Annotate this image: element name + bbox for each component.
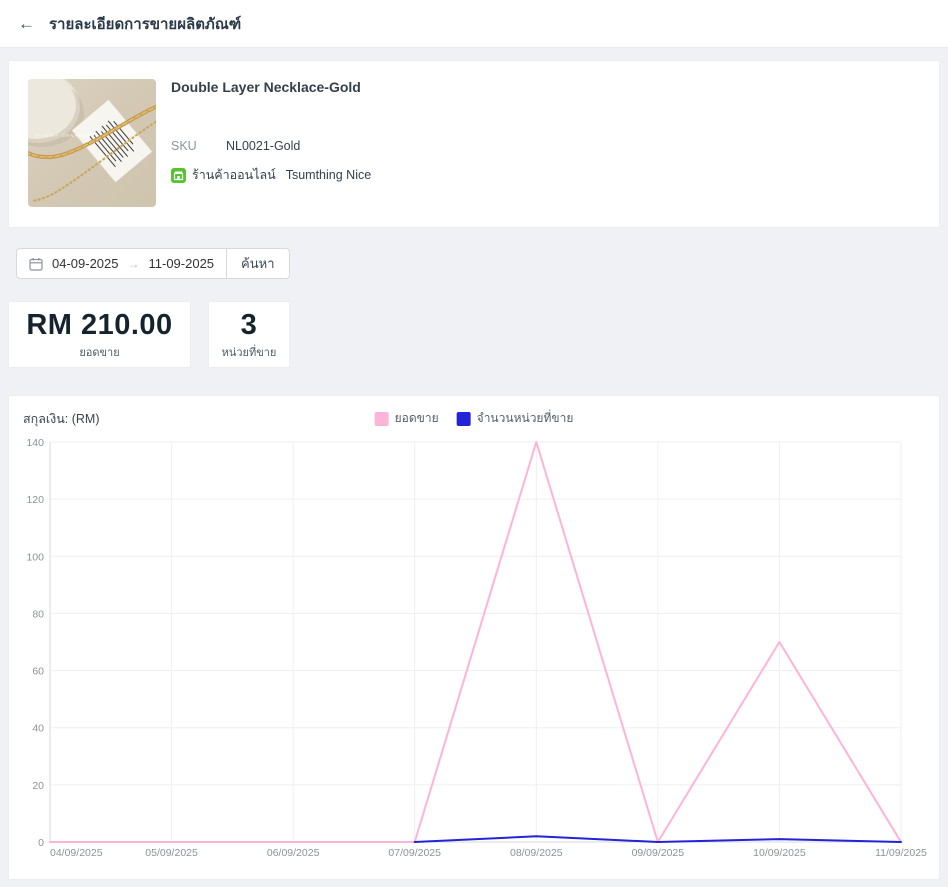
sku-value: NL0021-Gold — [226, 139, 301, 153]
legend-label-units: จำนวนหน่วยที่ขาย — [476, 411, 574, 425]
store-icon — [171, 167, 186, 183]
plate-top — [28, 79, 76, 139]
sales-label: ยอดขาย — [79, 346, 120, 359]
legend-item-sales[interactable]: ยอดขาย — [374, 409, 439, 428]
series-line-0 — [49, 441, 902, 843]
product-info: Double Layer Necklace-Gold SKU NL0021-Go… — [171, 79, 919, 209]
units-value: 3 — [240, 308, 258, 341]
chart-grid — [49, 441, 902, 843]
range-arrow-icon: → — [127, 256, 140, 271]
sku-label: SKU — [171, 139, 197, 153]
units-stat-card: 3 หน่วยที่ขาย — [208, 301, 290, 368]
svg-text:20: 20 — [32, 780, 44, 792]
svg-text:10/09/2025: 10/09/2025 — [753, 847, 806, 859]
svg-text:05/09/2025: 05/09/2025 — [145, 847, 198, 859]
gold-chain-thin — [31, 120, 156, 202]
chart-legend: ยอดขาย จำนวนหน่วยที่ขาย — [374, 409, 574, 428]
svg-text:06/09/2025: 06/09/2025 — [267, 847, 320, 859]
svg-text:0: 0 — [38, 837, 44, 849]
sku-row: SKU NL0021-Gold — [171, 139, 300, 153]
product-card: XIARLIF ORNAMENTS Double Layer Necklace-… — [8, 60, 940, 228]
gold-chain-thick-highlight — [28, 106, 156, 158]
legend-swatch-sales — [374, 411, 389, 426]
date-start: 04-09-2025 — [52, 256, 119, 271]
currency-label: สกุลเงิน: (RM) — [23, 412, 100, 426]
channel-label: ร้านค้าออนไลน์ — [192, 168, 276, 182]
legend-item-units[interactable]: จำนวนหน่วยที่ขาย — [456, 409, 574, 428]
calendar-icon — [29, 257, 43, 271]
chart-card: สกุลเงิน: (RM) ยอดขาย จำนวนหน่วยที่ขาย 0… — [8, 395, 940, 880]
header-bar: ← รายละเอียดการขายผลิตภัณฑ์ — [0, 0, 948, 48]
date-range-picker[interactable]: 04-09-2025 → 11-09-2025 — [16, 248, 228, 279]
svg-text:40: 40 — [32, 723, 44, 735]
svg-text:07/09/2025: 07/09/2025 — [388, 847, 441, 859]
svg-text:100: 100 — [26, 551, 44, 563]
date-end: 11-09-2025 — [148, 256, 215, 271]
chart-axis-labels: 0 20 40 60 80 100 120 140 04/09/2025 05/09/2025 06… — [26, 437, 927, 859]
series-line-1 — [413, 835, 902, 843]
svg-text:08/09/2025: 08/09/2025 — [510, 847, 563, 859]
sales-value: RM 210.00 — [26, 308, 173, 341]
back-icon[interactable]: ← — [18, 14, 35, 33]
product-image: XIARLIF ORNAMENTS — [28, 79, 156, 207]
units-label: หน่วยที่ขาย — [221, 346, 277, 359]
channel-row: ร้านค้าออนไลน์ Tsumthing Nice — [171, 165, 371, 185]
svg-text:09/09/2025: 09/09/2025 — [632, 847, 685, 859]
legend-swatch-units — [456, 411, 471, 426]
sales-chart-svg: 0 20 40 60 80 100 120 140 04/09/2025 05/09/2025 06… — [26, 437, 927, 859]
svg-text:04/09/2025: 04/09/2025 — [50, 847, 103, 859]
product-name: Double Layer Necklace-Gold — [171, 79, 361, 95]
photo-brand-text: XIARLIF ORNAMENTS — [35, 133, 99, 138]
svg-text:120: 120 — [26, 494, 44, 506]
page-title: รายละเอียดการขายผลิตภัณฑ์ — [49, 15, 242, 33]
svg-text:140: 140 — [26, 437, 44, 449]
svg-text:80: 80 — [32, 608, 44, 620]
svg-text:60: 60 — [32, 666, 44, 678]
sales-stat-card: RM 210.00 ยอดขาย — [8, 301, 191, 368]
store-name: Tsumthing Nice — [285, 168, 372, 182]
search-button[interactable]: ค้นหา — [226, 248, 290, 279]
legend-label-sales: ยอดขาย — [394, 411, 439, 425]
svg-text:11/09/2025: 11/09/2025 — [875, 847, 927, 859]
date-filter-group: 04-09-2025 → 11-09-2025 ค้นหา — [16, 248, 290, 279]
